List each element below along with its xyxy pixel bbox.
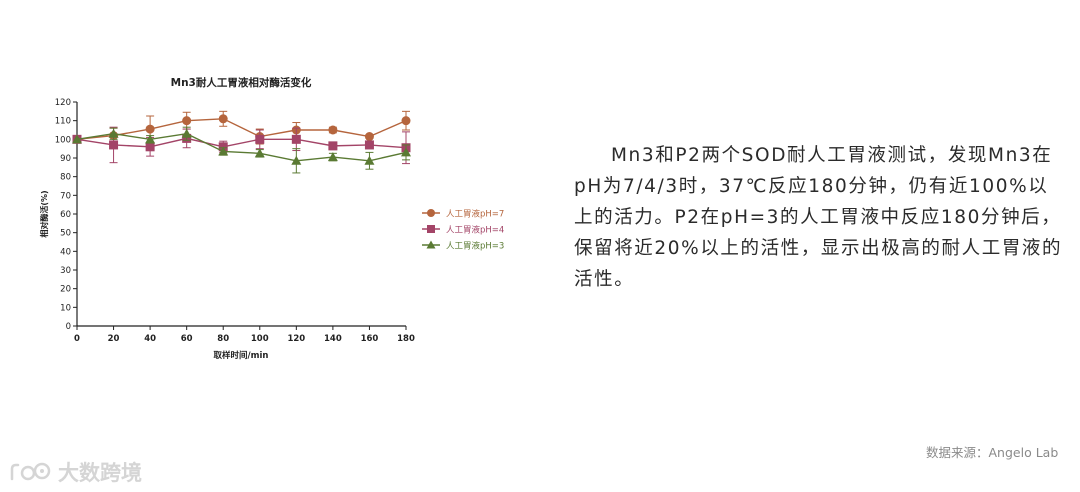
description-block: Mn3和P2两个SOD耐人工胃液测试，发现Mn3在pH为7/4/3时，37℃反应… bbox=[574, 140, 1064, 295]
x-tick-label: 100 bbox=[251, 334, 269, 344]
y-tick-label: 80 bbox=[60, 173, 71, 183]
chart-title: Mn3耐人工胃液相对酶活变化 bbox=[171, 76, 312, 89]
data-point-square bbox=[328, 141, 338, 151]
data-point-triangle bbox=[108, 128, 119, 138]
x-tick-label: 0 bbox=[74, 334, 80, 344]
data-point-square bbox=[145, 142, 155, 152]
data-point-triangle bbox=[327, 152, 338, 162]
data-point-square bbox=[255, 134, 265, 144]
data-point-triangle bbox=[72, 134, 82, 144]
data-point-triangle bbox=[181, 128, 192, 138]
legend-item: 人工胃液pH=4 bbox=[422, 225, 504, 236]
series-line bbox=[76, 118, 407, 141]
y-tick-label: 0 bbox=[66, 322, 71, 332]
y-tick-label: 100 bbox=[55, 135, 71, 145]
plot-area bbox=[72, 110, 411, 174]
data-point-triangle bbox=[291, 155, 302, 165]
series-1 bbox=[72, 110, 411, 145]
legend: 人工胃液pH=7 人工胃液pH=4 人工胃液pH=3 bbox=[422, 209, 504, 252]
series-line bbox=[76, 137, 407, 149]
data-point-triangle bbox=[218, 146, 229, 156]
watermark-text: 大数跨境 bbox=[58, 461, 142, 485]
legend-item: 人工胃液pH=7 bbox=[422, 209, 504, 220]
y-tick-label: 110 bbox=[55, 117, 71, 127]
data-point-triangle bbox=[364, 155, 375, 165]
data-point-square bbox=[427, 225, 435, 233]
x-tick-label: 80 bbox=[217, 334, 229, 344]
watermark: 大数跨境 bbox=[8, 458, 142, 486]
y-tick-label: 60 bbox=[60, 210, 71, 220]
y-tick-label: 30 bbox=[60, 266, 71, 276]
data-point-square bbox=[364, 140, 374, 150]
legend-item: 人工胃液pH=3 bbox=[422, 240, 504, 252]
x-tick-label: 60 bbox=[181, 334, 193, 344]
legend-label: 人工胃液pH=7 bbox=[446, 209, 504, 220]
y-tick-label: 50 bbox=[60, 229, 71, 239]
data-point-triangle bbox=[401, 147, 411, 157]
chart: Mn3耐人工胃液相对酶活变化 相对酶活(%) 取样时间/min 0 10 20 30 4… bbox=[39, 76, 504, 361]
y-axis-label: 相对酶活(%) bbox=[39, 190, 49, 237]
legend-label: 人工胃液pH=3 bbox=[446, 241, 504, 252]
data-point-circle bbox=[218, 114, 228, 124]
series-3 bbox=[72, 126, 411, 174]
y-tick-label: 10 bbox=[60, 303, 71, 313]
data-point-circle bbox=[182, 116, 192, 126]
source-note: 数据来源：Angelo Lab bbox=[926, 445, 1059, 460]
y-tick-label: 20 bbox=[60, 285, 71, 295]
x-axis-label: 取样时间/min bbox=[214, 350, 269, 361]
watermark-logo-icon bbox=[10, 462, 51, 481]
y-tick-label: 120 bbox=[55, 98, 71, 108]
axes: 0 10 20 30 40 50 60 70 80 90 100 110 120 0 20 40 60 80 100… bbox=[55, 98, 415, 344]
data-point-square bbox=[291, 134, 301, 144]
x-tick-label: 20 bbox=[108, 334, 120, 344]
data-point-triangle bbox=[426, 240, 436, 249]
data-point-triangle bbox=[254, 148, 265, 158]
data-point-triangle bbox=[145, 134, 156, 144]
series-2 bbox=[72, 126, 411, 165]
legend-label: 人工胃液pH=4 bbox=[446, 225, 504, 236]
x-tick-label: 180 bbox=[397, 334, 415, 344]
y-tick-label: 90 bbox=[60, 154, 71, 164]
series-line bbox=[76, 133, 407, 162]
x-tick-label: 160 bbox=[361, 334, 379, 344]
data-point-circle bbox=[364, 132, 374, 142]
data-point-circle bbox=[401, 116, 411, 126]
data-point-circle bbox=[427, 209, 435, 217]
x-tick-label: 140 bbox=[324, 334, 342, 344]
x-tick-label: 40 bbox=[144, 334, 156, 344]
data-point-circle bbox=[145, 124, 155, 134]
description-text: Mn3和P2两个SOD耐人工胃液测试，发现Mn3在pH为7/4/3时，37℃反应… bbox=[574, 145, 1063, 290]
data-point-square bbox=[109, 140, 119, 150]
y-tick-label: 40 bbox=[60, 247, 71, 257]
y-tick-label: 70 bbox=[60, 191, 71, 201]
data-point-circle bbox=[328, 125, 338, 135]
x-tick-label: 120 bbox=[287, 334, 305, 344]
